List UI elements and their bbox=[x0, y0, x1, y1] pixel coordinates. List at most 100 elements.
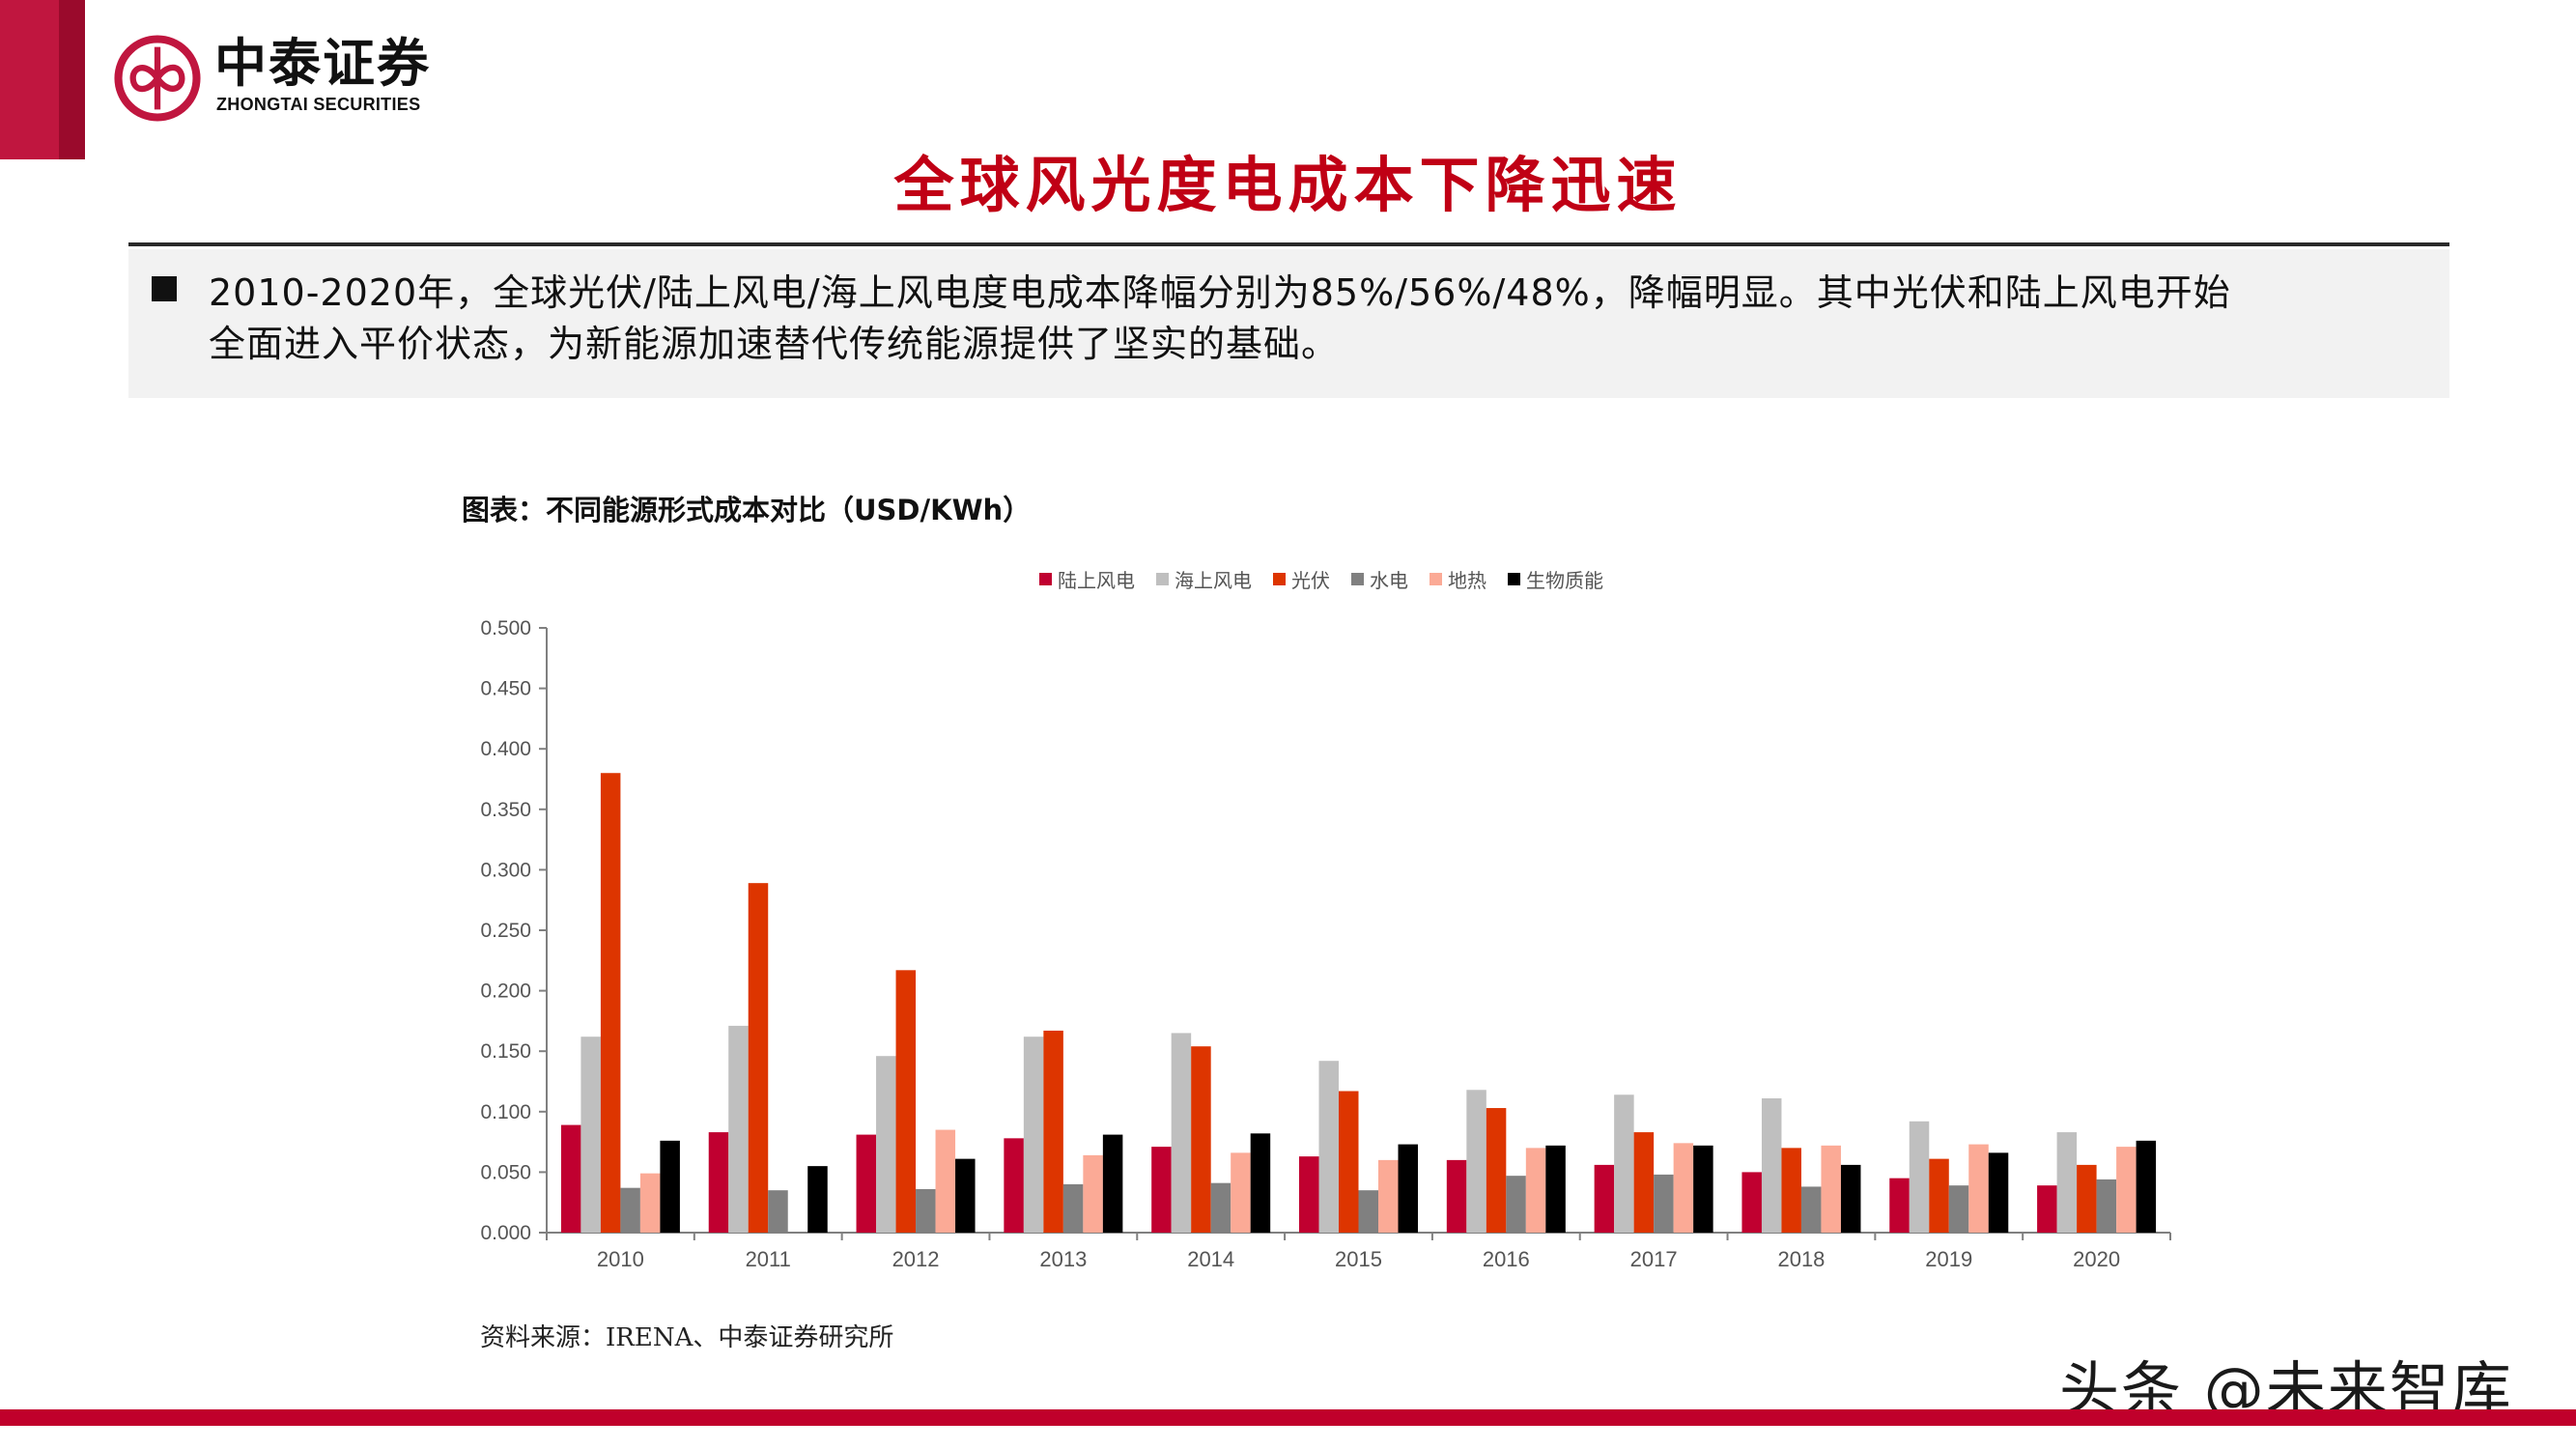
x-tick-label: 2012 bbox=[892, 1247, 940, 1271]
legend-label: 海上风电 bbox=[1175, 568, 1252, 592]
x-tick-label: 2015 bbox=[1335, 1247, 1382, 1271]
summary-box bbox=[128, 249, 2449, 398]
bar bbox=[1929, 1158, 1949, 1233]
bar bbox=[580, 1037, 601, 1233]
bar bbox=[1171, 1033, 1192, 1233]
legend-item: 地热 bbox=[1430, 565, 1486, 593]
legend-swatch bbox=[1508, 572, 1520, 585]
bar bbox=[1614, 1094, 1634, 1233]
bar bbox=[1102, 1134, 1123, 1233]
bar bbox=[2077, 1164, 2097, 1233]
bar bbox=[1654, 1174, 1674, 1233]
bar bbox=[1545, 1145, 1566, 1233]
y-tick-label: 0.150 bbox=[480, 1040, 531, 1063]
bar bbox=[748, 883, 769, 1233]
bar bbox=[1318, 1061, 1339, 1233]
bar bbox=[1968, 1144, 1989, 1233]
legend-swatch bbox=[1351, 572, 1364, 585]
bullet-square-icon bbox=[152, 276, 177, 301]
legend-label: 陆上风电 bbox=[1058, 568, 1135, 592]
bar bbox=[1693, 1145, 1713, 1233]
legend-label: 地热 bbox=[1448, 568, 1486, 592]
bar bbox=[1633, 1132, 1655, 1233]
bar bbox=[955, 1158, 976, 1233]
bar bbox=[1191, 1046, 1211, 1233]
legend-label: 水电 bbox=[1370, 568, 1408, 592]
bar bbox=[1446, 1159, 1467, 1233]
y-tick-label: 0.300 bbox=[480, 859, 531, 881]
page-title: 全球风光度电成本下降迅速 bbox=[893, 150, 1683, 220]
bar bbox=[768, 1190, 788, 1233]
bar bbox=[856, 1134, 877, 1233]
legend-swatch bbox=[1273, 572, 1286, 585]
legend-label: 生物质能 bbox=[1526, 568, 1603, 592]
bar bbox=[1486, 1108, 1507, 1233]
legend-swatch bbox=[1156, 572, 1169, 585]
bar bbox=[1250, 1133, 1271, 1233]
x-tick-label: 2020 bbox=[2073, 1247, 2120, 1271]
bar bbox=[1378, 1159, 1399, 1233]
bar bbox=[1151, 1147, 1172, 1233]
x-tick-label: 2010 bbox=[597, 1247, 644, 1271]
title-divider bbox=[128, 242, 2449, 246]
bar bbox=[1231, 1152, 1251, 1233]
source-note: 资料来源：IRENA、中泰证券研究所 bbox=[480, 1323, 894, 1352]
bar bbox=[935, 1129, 956, 1233]
x-tick-label: 2011 bbox=[746, 1247, 791, 1271]
legend-item: 水电 bbox=[1351, 565, 1408, 593]
y-tick-label: 0.100 bbox=[480, 1101, 531, 1123]
y-tick-label: 0.050 bbox=[480, 1161, 531, 1183]
bar bbox=[1525, 1148, 1546, 1233]
bar bbox=[1781, 1148, 1801, 1233]
y-tick-label: 0.400 bbox=[480, 738, 531, 760]
bar bbox=[1299, 1156, 1319, 1233]
bar bbox=[1840, 1164, 1861, 1233]
bar bbox=[1948, 1185, 1969, 1233]
bar bbox=[1398, 1144, 1418, 1233]
bar bbox=[1594, 1164, 1615, 1233]
y-tick-label: 0.200 bbox=[480, 980, 531, 1003]
legend-item: 生物质能 bbox=[1508, 565, 1603, 593]
bar bbox=[1043, 1030, 1063, 1233]
bar bbox=[2037, 1185, 2057, 1233]
bar bbox=[807, 1166, 828, 1233]
legend-swatch bbox=[1430, 572, 1442, 585]
legend-item: 海上风电 bbox=[1156, 565, 1252, 593]
y-tick-label: 0.500 bbox=[480, 617, 531, 639]
y-tick-label: 0.450 bbox=[480, 678, 531, 700]
x-tick-label: 2013 bbox=[1039, 1247, 1087, 1271]
y-tick-label: 0.250 bbox=[480, 920, 531, 942]
bar bbox=[1466, 1090, 1486, 1233]
footer-band bbox=[0, 1409, 2576, 1426]
bar bbox=[639, 1173, 661, 1233]
bar bbox=[620, 1187, 640, 1233]
x-tick-label: 2017 bbox=[1630, 1247, 1678, 1271]
bar bbox=[1023, 1037, 1044, 1233]
bar bbox=[1062, 1183, 1084, 1233]
bar bbox=[1909, 1121, 1930, 1233]
x-tick-label: 2016 bbox=[1483, 1247, 1530, 1271]
legend-swatch bbox=[1039, 572, 1052, 585]
bar bbox=[2116, 1147, 2137, 1233]
legend-item: 光伏 bbox=[1273, 565, 1330, 593]
chart-legend: 陆上风电 海上风电 光伏 水电 地热 生物质能 bbox=[1039, 564, 1603, 593]
legend-label: 光伏 bbox=[1291, 568, 1330, 592]
bar bbox=[1741, 1172, 1762, 1233]
bar bbox=[660, 1140, 680, 1233]
bar bbox=[1889, 1178, 1910, 1233]
bar bbox=[1339, 1091, 1359, 1233]
y-tick-label: 0.000 bbox=[480, 1222, 531, 1244]
bar bbox=[1506, 1176, 1526, 1233]
bar bbox=[1673, 1143, 1694, 1233]
bar bbox=[560, 1124, 581, 1233]
x-tick-label: 2019 bbox=[1925, 1247, 1972, 1271]
bar bbox=[1821, 1145, 1841, 1233]
bar bbox=[728, 1025, 749, 1233]
bar bbox=[1004, 1138, 1024, 1233]
bar bbox=[1800, 1186, 1822, 1233]
bar bbox=[1083, 1154, 1103, 1233]
x-tick-label: 2014 bbox=[1187, 1247, 1234, 1271]
summary-line-1: 2010-2020年，全球光伏/陆上风电/海上风电度电成本降幅分别为85%/56… bbox=[209, 271, 2231, 314]
bar bbox=[708, 1132, 729, 1233]
